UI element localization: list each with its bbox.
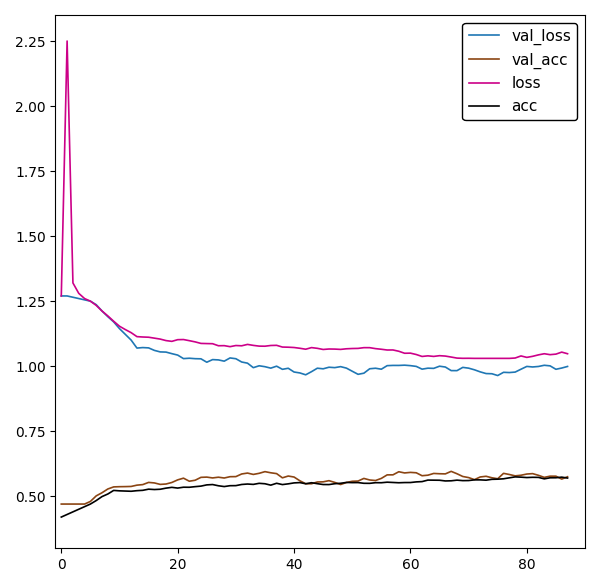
val_loss [203,359,211,366]
Legend: val_loss, val_acc, loss, acc: val_loss, val_acc, loss, acc [463,23,577,120]
val_acc [355,477,362,484]
acc [197,483,205,490]
val_loss [197,355,205,362]
val_loss [355,371,362,378]
loss [203,340,211,347]
Line: val_loss: val_loss [61,296,568,376]
val_acc [58,501,65,508]
val_acc [535,472,542,479]
val_loss [494,372,502,379]
Line: loss: loss [61,41,568,359]
acc [58,514,65,521]
loss [64,38,71,45]
acc [308,479,315,486]
loss [459,355,466,362]
acc [535,474,542,481]
loss [471,355,478,362]
loss [209,340,216,348]
val_acc [70,501,77,508]
loss [564,350,571,357]
val_loss [564,363,571,370]
acc [564,474,571,481]
loss [75,290,82,297]
val_loss [70,294,77,301]
Line: acc: acc [61,477,568,517]
val_loss [535,363,542,370]
val_acc [197,474,205,481]
loss [314,345,321,352]
acc [355,479,362,486]
val_loss [58,292,65,299]
Line: val_acc: val_acc [61,471,568,504]
loss [58,292,65,299]
val_acc [203,474,211,481]
acc [70,508,77,515]
val_acc [448,468,455,475]
val_acc [308,480,315,487]
acc [512,473,519,480]
val_loss [308,368,315,375]
acc [203,481,211,488]
val_acc [564,473,571,480]
loss [360,344,367,351]
